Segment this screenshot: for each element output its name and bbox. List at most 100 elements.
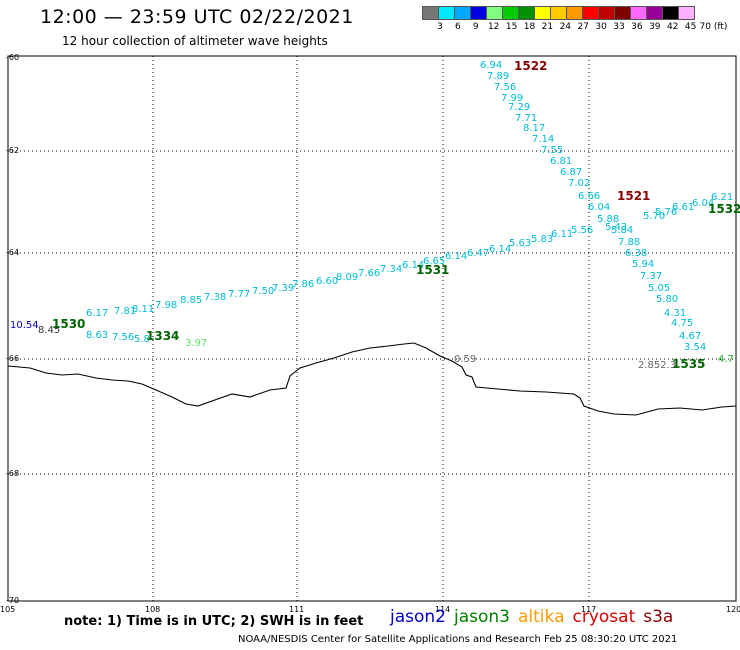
colorbar-swatch <box>678 6 695 20</box>
colorbar-label: 70 (ft) <box>699 22 728 32</box>
swh-value: 6.61 <box>672 202 694 213</box>
lat-label: -70 <box>6 596 19 605</box>
pass-label: 1535 <box>672 357 705 371</box>
swh-value: 7.98 <box>155 300 177 311</box>
swh-value: 5.56 <box>571 225 593 236</box>
swh-value: 7.39 <box>272 283 294 294</box>
swh-value: 6.11 <box>551 229 573 240</box>
swh-value: 6.04 <box>692 198 714 209</box>
colorbar-label: 18 <box>523 22 536 32</box>
swh-value: 6.60 <box>316 276 338 287</box>
swh-value: 5.84 <box>611 225 633 236</box>
colorbar-label: 6 <box>455 22 461 32</box>
track-layer: 6.947.897.567.997.297.718.177.147.556.81… <box>10 59 740 371</box>
swh-value: 0.59 <box>454 354 476 365</box>
lon-label: 111 <box>289 605 304 614</box>
swh-value: 8.11 <box>132 304 154 315</box>
colorbar-label: 3 <box>437 22 443 32</box>
lat-label: -60 <box>6 53 19 62</box>
swh-value: 5.83 <box>531 234 553 245</box>
colorbar-label: 24 <box>559 22 572 32</box>
swh-value: 7.77 <box>228 289 250 300</box>
swh-value: 7.14 <box>532 134 554 145</box>
map-subtitle: 12 hour collection of altimeter wave hei… <box>62 34 328 48</box>
lon-label: 117 <box>581 605 596 614</box>
swh-value: 7.37 <box>640 271 662 282</box>
pass-label: 1532 <box>708 202 740 216</box>
swh-value: 8.45 <box>38 325 60 336</box>
swh-value: 8.09 <box>336 272 358 283</box>
colorbar-label: 42 <box>666 22 679 32</box>
swh-value: 6.66 <box>578 191 600 202</box>
swh-value: 6.65 <box>423 256 445 267</box>
swh-value: 7.29 <box>508 102 530 113</box>
swh-value: 7.02 <box>568 178 590 189</box>
swh-value: 6.38 <box>625 248 647 259</box>
lat-label: -66 <box>6 354 19 363</box>
swh-value: 7.56 <box>494 82 516 93</box>
colorbar-label: 30 <box>595 22 607 32</box>
swh-value: 5.70 <box>643 211 665 222</box>
swh-value: 8.17 <box>523 123 545 134</box>
pass-label: 1530 <box>52 317 85 331</box>
swh-value: 6.04 <box>588 202 610 213</box>
graticule <box>8 56 736 601</box>
swh-value: 7.38 <box>204 292 226 303</box>
swh-value: 4.75 <box>671 318 693 329</box>
lon-label: 120 <box>726 605 740 614</box>
swh-value: 5.43 <box>605 222 627 233</box>
colorbar-label: 36 <box>631 22 643 32</box>
swh-value: 4.67 <box>679 331 701 342</box>
lon-label: 108 <box>145 605 160 614</box>
pass-label: 1521 <box>617 189 650 203</box>
swh-value: 7.55 <box>541 145 563 156</box>
legend-entry-altika: altika <box>518 607 565 627</box>
swh-value: 6.14 <box>445 251 467 262</box>
lat-label: -68 <box>6 469 19 478</box>
swh-value: 6.14 <box>489 244 511 255</box>
legend-entry-s3a: s3a <box>643 607 674 627</box>
footnote: note: 1) Time is in UTC; 2) SWH is in fe… <box>64 614 364 629</box>
swh-value: 6.14 <box>402 260 424 271</box>
swh-value: 7.66 <box>358 268 380 279</box>
swh-value: 7.88 <box>618 237 640 248</box>
colorbar-label: 33 <box>613 22 625 32</box>
lon-label: 105 <box>0 605 15 614</box>
satellite-legend: jason2 jason3 altika cryosat s3a <box>390 607 681 627</box>
swh-value: 3.54 <box>684 342 706 353</box>
swh-value: 7.50 <box>252 286 274 297</box>
swh-value: 7.86 <box>292 279 314 290</box>
swh-value: 5.63 <box>509 238 531 249</box>
swh-value: 6.47 <box>467 248 489 259</box>
colorbar-label: 45 <box>684 22 697 32</box>
lat-label: -62 <box>6 146 19 155</box>
colorbar-label: 21 <box>541 22 554 32</box>
swh-value: 5.05 <box>648 283 670 294</box>
swh-value: 4.31 <box>664 308 686 319</box>
colorbar-labels: 3 6 9 12 15 18 21 24 27 30 33 36 39 42 45 70 (ft) <box>422 22 740 34</box>
swh-value: 4.7 <box>718 354 734 365</box>
swh-value: 5.88 <box>597 214 619 225</box>
swh-value: 6.81 <box>550 156 572 167</box>
map-frame <box>7 55 737 602</box>
swh-value: 6.17 <box>86 308 108 319</box>
swh-value: 7.71 <box>515 113 537 124</box>
swh-value: 7.34 <box>380 264 402 275</box>
lon-label: 114 <box>435 605 450 614</box>
swh-value: 7.99 <box>501 93 523 104</box>
lat-label: -64 <box>6 248 19 257</box>
swh-value: 5.94 <box>632 259 654 270</box>
swh-value: 5.8 <box>134 334 150 345</box>
colorbar-label: 27 <box>577 22 589 32</box>
wave-height-colorbar <box>422 6 695 20</box>
swh-value: 7.89 <box>487 71 509 82</box>
swh-value: 2.852.3 <box>638 360 676 371</box>
colorbar-label: 9 <box>472 22 479 32</box>
swh-value: 8.63 <box>86 330 108 341</box>
credit-line: NOAA/NESDIS Center for Satellite Applica… <box>238 634 678 645</box>
legend-entry-jason2: jason2 <box>390 607 446 627</box>
pass-label: 1531 <box>416 263 449 277</box>
pass-label: 1334 <box>146 329 179 343</box>
swh-value: 6.94 <box>480 60 502 71</box>
